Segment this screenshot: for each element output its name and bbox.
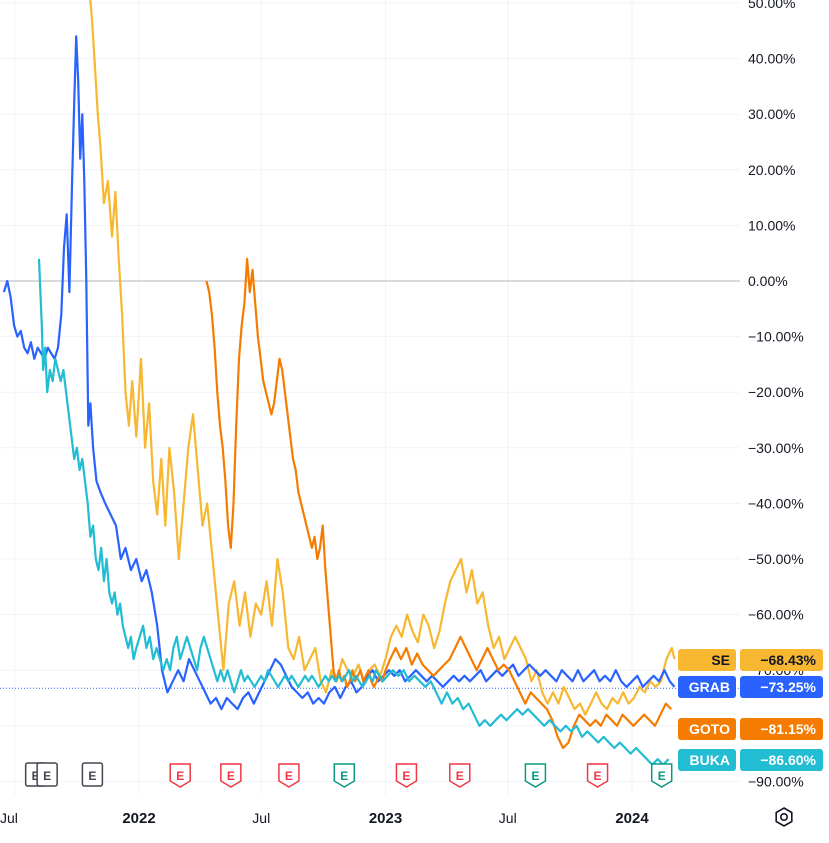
earnings-event-letter: E: [32, 769, 40, 783]
earnings-event-5[interactable]: E: [278, 763, 300, 788]
earnings-event-letter: E: [227, 769, 235, 783]
series-line-goto: [205, 257, 672, 750]
series-lines: [2, 0, 676, 766]
y-tick-label: 40.00%: [748, 51, 795, 67]
y-tick-label: 0.00%: [748, 273, 788, 289]
y-tick-label: 30.00%: [748, 106, 795, 122]
y-tick-label: −60.00%: [748, 607, 804, 623]
series-line-grab: [2, 35, 676, 711]
y-tick-label: −20.00%: [748, 384, 804, 400]
y-tick-label: 10.00%: [748, 217, 795, 233]
earnings-event-letter: E: [340, 769, 348, 783]
earnings-event-letter: E: [88, 769, 96, 783]
y-tick-label: −30.00%: [748, 440, 804, 456]
y-tick-label: −50.00%: [748, 551, 804, 567]
earnings-event-6[interactable]: E: [333, 763, 356, 788]
earnings-event-letter: E: [285, 769, 293, 783]
earnings-event-letter: E: [594, 769, 602, 783]
earnings-event-letter: E: [658, 769, 666, 783]
earnings-event-letter: E: [176, 769, 184, 783]
y-tick-label: 20.00%: [748, 162, 795, 178]
last-value-tags: SE −68.43% GRAB −73.25% GOTO −81.15% BUKA −86.6…: [678, 649, 823, 771]
y-tick-label: −40.00%: [748, 495, 804, 511]
earnings-event-letter: E: [456, 769, 464, 783]
y-axis: 50.00% 40.00% 30.00% 20.00% 10.00% 0.00% −10.0…: [748, 0, 804, 789]
series-name-label: BUKA: [690, 752, 730, 768]
series-name-label: GOTO: [689, 721, 730, 737]
earnings-event-letter: E: [402, 769, 410, 783]
x-tick-label: 2023: [369, 810, 402, 827]
earnings-event-11[interactable]: E: [650, 763, 673, 788]
earnings-event-7[interactable]: E: [395, 763, 418, 788]
series-name-label: SE: [711, 652, 730, 668]
last-value-tag-goto: GOTO −81.15%: [678, 718, 823, 740]
earnings-event-3[interactable]: E: [169, 763, 191, 788]
x-tick-label: 2024: [615, 810, 649, 827]
last-value-tag-se: SE −68.43%: [678, 649, 823, 671]
x-tick-label: Jul: [499, 810, 517, 826]
series-value-label: −86.60%: [760, 752, 816, 768]
x-tick-label: Jul: [0, 810, 18, 826]
y-tick-label: −10.00%: [748, 329, 804, 345]
last-value-tag-grab: GRAB −73.25%: [678, 676, 823, 698]
series-value-label: −73.25%: [760, 679, 816, 695]
earnings-event-4[interactable]: E: [220, 763, 242, 788]
series-value-label: −68.43%: [760, 652, 816, 668]
earnings-event-9[interactable]: E: [524, 763, 547, 788]
earnings-event-8[interactable]: E: [449, 763, 471, 788]
y-tick-label: 50.00%: [748, 0, 795, 11]
y-tick-label: −90.00%: [748, 773, 804, 789]
earnings-event-2[interactable]: E: [81, 762, 104, 787]
series-line-se: [89, 0, 676, 716]
settings-gear-icon[interactable]: [775, 807, 793, 827]
x-axis: Jul 2022 Jul 2023 Jul 2024: [0, 810, 649, 827]
reference-lines: [0, 280, 740, 689]
series-value-label: −81.15%: [760, 721, 816, 737]
series-name-label: GRAB: [689, 679, 730, 695]
x-tick-label: 2022: [122, 810, 155, 827]
earnings-event-1[interactable]: E: [36, 762, 58, 787]
earnings-event-10[interactable]: E: [586, 763, 609, 788]
last-value-tag-buka: BUKA −86.60%: [678, 749, 823, 771]
earnings-event-letter: E: [531, 769, 539, 783]
x-tick-label: Jul: [252, 810, 270, 826]
series-line-buka: [37, 258, 670, 766]
earnings-event-letter: E: [43, 769, 51, 783]
